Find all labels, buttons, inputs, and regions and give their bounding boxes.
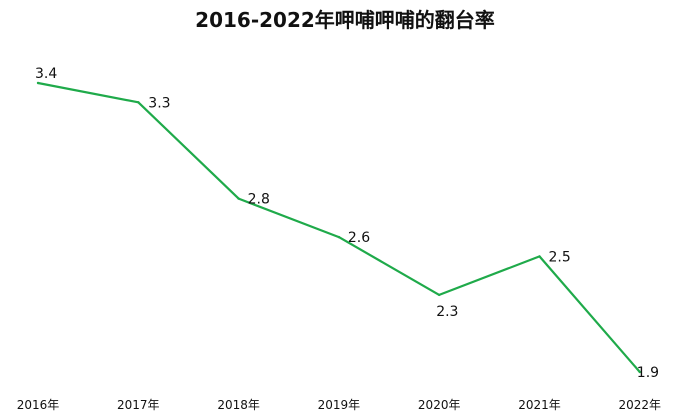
data-point bbox=[36, 81, 40, 85]
data-point bbox=[337, 235, 341, 239]
x-tick-label: 2016年 bbox=[17, 398, 60, 412]
data-point bbox=[538, 255, 541, 258]
x-tick-label: 2017年 bbox=[117, 398, 160, 412]
data-label: 3.3 bbox=[148, 95, 170, 111]
data-label: 1.9 bbox=[637, 365, 659, 381]
data-label: 2.6 bbox=[348, 230, 370, 246]
data-label: 3.4 bbox=[35, 66, 57, 82]
data-label: 2.8 bbox=[248, 192, 270, 208]
data-label: 2.5 bbox=[549, 249, 571, 265]
x-tick-label: 2022年 bbox=[619, 398, 662, 412]
data-label: 2.3 bbox=[436, 304, 458, 320]
data-point bbox=[638, 370, 641, 374]
data-point bbox=[438, 293, 441, 297]
chart-title: 2016-2022年呷哺呷哺的翻台率 bbox=[195, 8, 495, 32]
x-tick-label: 2018年 bbox=[217, 398, 260, 412]
data-point bbox=[137, 101, 140, 104]
x-tick-label: 2021年 bbox=[518, 398, 561, 412]
series-line bbox=[37, 81, 641, 373]
x-tick-label: 2019年 bbox=[318, 398, 361, 412]
data-point bbox=[237, 197, 240, 200]
x-tick-label: 2020年 bbox=[418, 398, 461, 412]
